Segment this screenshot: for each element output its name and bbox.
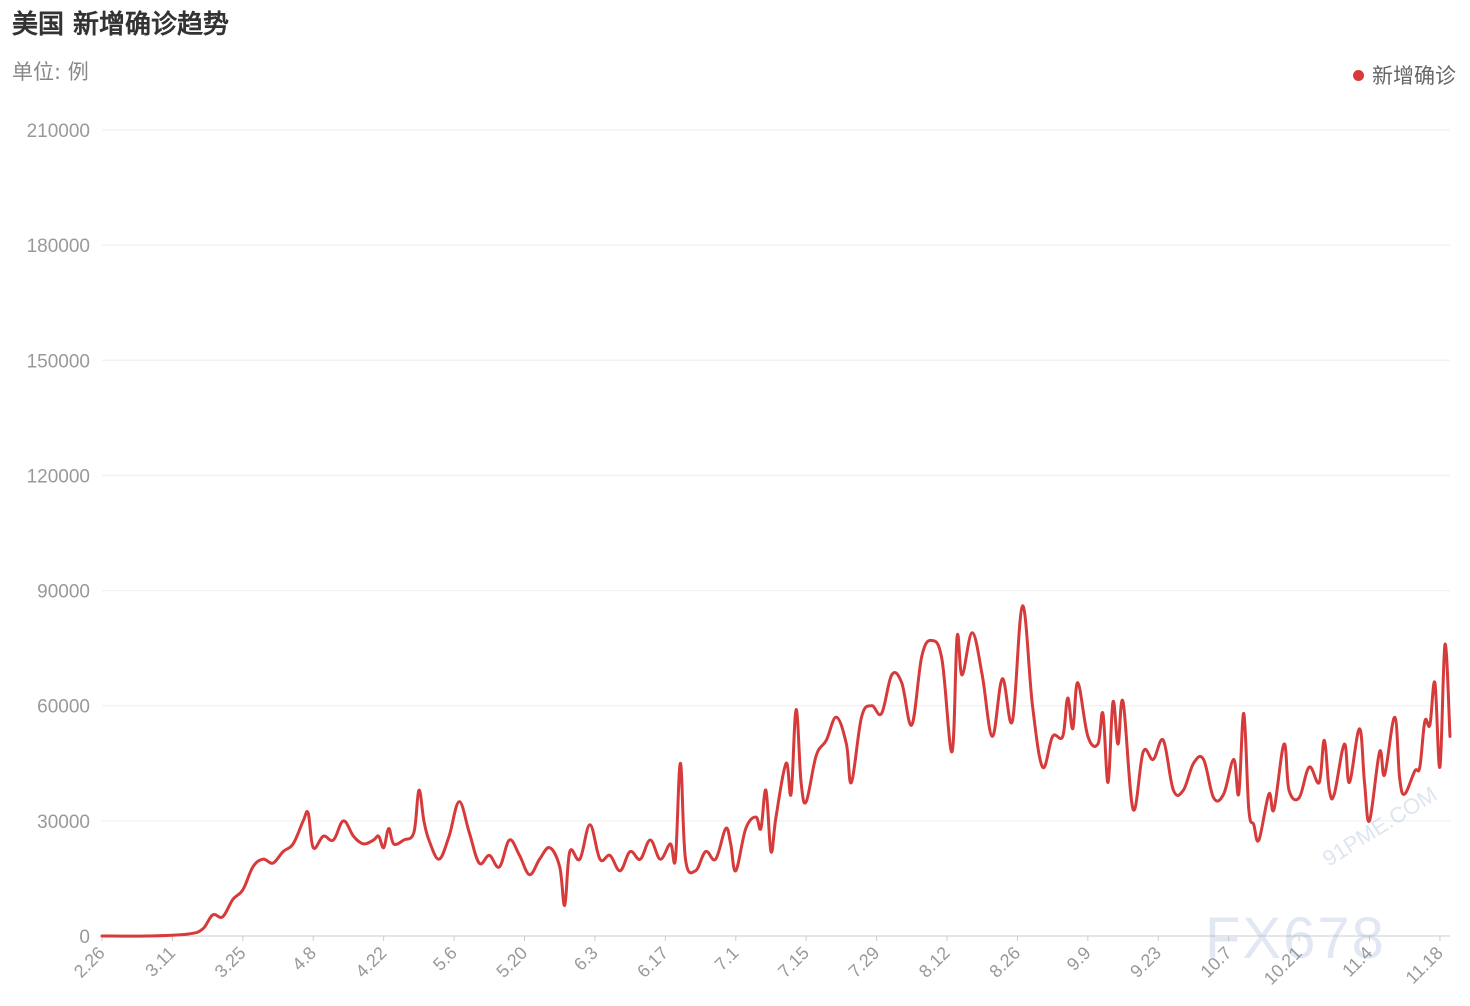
x-tick-label: 5.6 — [429, 943, 461, 975]
x-tick-label: 3.11 — [141, 943, 179, 981]
x-tick-label: 4.22 — [352, 943, 391, 982]
x-tick-label: 6.3 — [570, 943, 602, 975]
x-tick-label: 5.20 — [492, 943, 531, 982]
x-tick-label: 6.17 — [633, 943, 672, 982]
y-tick-label: 210000 — [27, 121, 90, 142]
y-tick-label: 180000 — [27, 236, 90, 257]
x-tick-label: 2.26 — [70, 943, 109, 982]
x-tick-label: 9.9 — [1063, 943, 1095, 975]
y-tick-label: 150000 — [27, 351, 90, 372]
watermark-logo: FX678 — [1205, 906, 1386, 971]
x-tick-label: 3.25 — [211, 943, 250, 982]
x-tick-label: 8.26 — [985, 943, 1024, 982]
x-tick-label: 7.1 — [711, 943, 743, 975]
y-tick-label: 0 — [79, 927, 90, 948]
y-tick-label: 120000 — [27, 466, 90, 487]
legend-dot-icon — [1353, 69, 1364, 81]
x-tick-label: 7.29 — [845, 943, 884, 982]
y-tick-label: 60000 — [37, 697, 90, 718]
y-tick-label: 30000 — [37, 812, 90, 833]
y-tick-label: 90000 — [37, 582, 90, 603]
x-tick-label: 8.12 — [915, 943, 954, 982]
x-tick-label: 4.8 — [288, 943, 320, 975]
chart-title: 美国 新增确诊趋势 — [12, 10, 230, 40]
x-tick-label: 11.18 — [1402, 943, 1447, 988]
x-tick-label: 7.15 — [774, 943, 813, 982]
chart-legend[interactable]: 新增确诊 — [1353, 60, 1456, 90]
series-line-new-cases — [100, 604, 1452, 938]
x-tick-label: 9.23 — [1126, 943, 1165, 982]
unit-label: 单位: 例 — [12, 60, 89, 84]
legend-label: 新增确诊 — [1372, 64, 1456, 88]
